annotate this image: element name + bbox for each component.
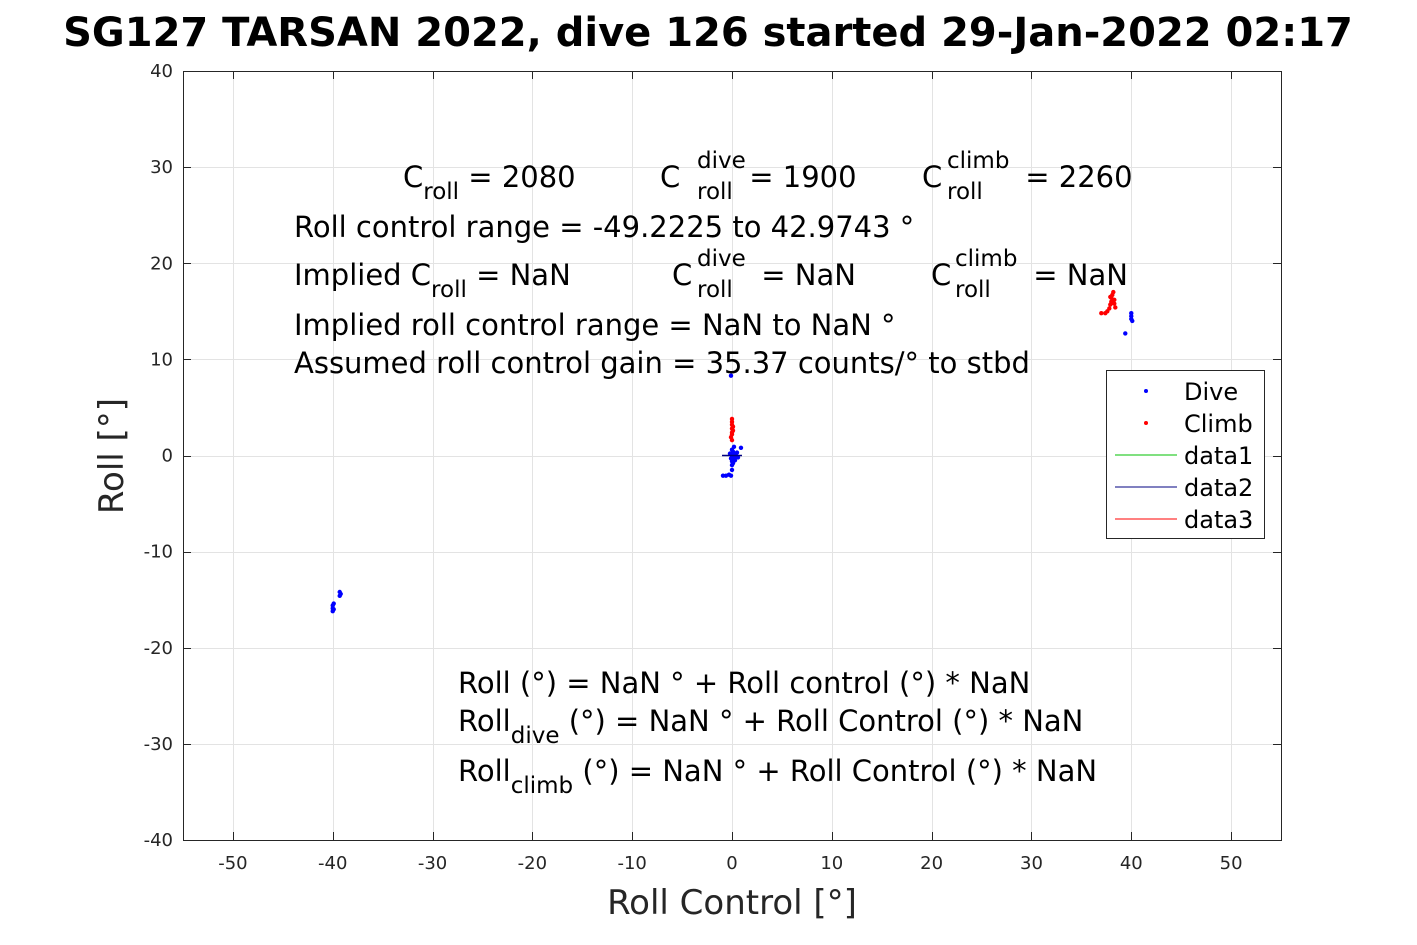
fit-equation-all: Roll (°) = NaN ° + Roll control (°) * Na… xyxy=(458,666,1030,700)
x-tick-label: 10 xyxy=(820,853,843,874)
legend-label-data1: data1 xyxy=(1184,442,1253,470)
data-point-dive xyxy=(1130,318,1135,324)
data-point-dive xyxy=(732,458,738,463)
data-point-dive xyxy=(331,607,336,612)
axes-box xyxy=(183,71,1282,841)
x-tick-label: -30 xyxy=(418,853,447,874)
coefficient-line: Croll = 2080 xyxy=(403,160,576,205)
c-roll-climb-value: 2260 xyxy=(1059,160,1133,194)
y-tick-label: 0 xyxy=(162,446,173,467)
y-tick-label: 40 xyxy=(150,61,173,82)
fit-equation-climb: Rollclimb (°) = NaN ° + Roll Control (°)… xyxy=(458,754,1097,799)
data-series xyxy=(330,289,1135,614)
data-point-climb xyxy=(1113,305,1118,310)
legend: Dive Climb data1 data2 data3 xyxy=(1106,370,1265,539)
x-tick-label: 40 xyxy=(1120,853,1143,874)
x-tick-label: 30 xyxy=(1020,853,1043,874)
c-roll-value: 2080 xyxy=(502,160,576,194)
data-point-dive xyxy=(728,373,734,378)
x-tick-label: -10 xyxy=(617,853,646,874)
x-tick-label: 20 xyxy=(920,853,943,874)
data-point-dive xyxy=(735,455,741,460)
x-tick-label: 50 xyxy=(1220,853,1243,874)
legend-marker-dive xyxy=(1144,389,1148,393)
data-point-climb xyxy=(729,437,735,443)
legend-label-dive: Dive xyxy=(1184,378,1238,406)
data-point-dive xyxy=(728,473,734,478)
chart-title: SG127 TARSAN 2022, dive 126 started 29-J… xyxy=(63,10,1353,56)
y-axis-label: Roll [°] xyxy=(92,398,132,514)
data-point-dive xyxy=(338,591,343,597)
x-tick-label: 0 xyxy=(726,853,737,874)
implied-coefficient: Implied Croll = NaN xyxy=(294,258,571,303)
y-tick-label: 10 xyxy=(150,349,173,370)
x-tick-label: -20 xyxy=(518,853,547,874)
roll-control-range: Roll control range = -49.2225 to 42.9743… xyxy=(294,210,914,244)
axis-ticks: -50 -40 -30 -20 -10 0 10 20 30 40 50 -40 -30 -20 -10 0 1… xyxy=(144,61,1281,874)
y-tick-label: 20 xyxy=(150,253,173,274)
implied-range: Implied roll control range = NaN to NaN … xyxy=(294,308,896,342)
data-point-dive xyxy=(331,601,336,606)
legend-label-data3: data3 xyxy=(1184,506,1253,534)
y-tick-label: -20 xyxy=(144,638,173,659)
y-tick-label: -40 xyxy=(144,830,173,851)
data-point-dive xyxy=(738,445,744,451)
y-tick-label: -30 xyxy=(144,734,173,755)
x-tick-label: -40 xyxy=(318,853,347,874)
y-tick-label: -10 xyxy=(144,542,173,563)
data-point-dive xyxy=(729,467,735,473)
data-point-climb xyxy=(1099,311,1104,316)
implied-c-roll-value: NaN xyxy=(510,258,571,292)
legend-label-data2: data2 xyxy=(1184,474,1253,502)
data-point-climb xyxy=(1111,289,1116,295)
data-point-dive xyxy=(1123,331,1128,336)
assumed-gain: Assumed roll control gain = 35.37 counts… xyxy=(294,346,1030,380)
legend-marker-climb xyxy=(1144,421,1148,425)
y-tick-label: 30 xyxy=(150,157,173,178)
fit-equation-dive: Rolldive (°) = NaN ° + Roll Control (°) … xyxy=(458,704,1083,749)
data-point-climb xyxy=(1107,306,1112,311)
data-point-climb xyxy=(1108,294,1113,300)
data-point-climb xyxy=(1112,301,1117,306)
implied-c-roll-dive-value: NaN xyxy=(795,258,856,292)
implied-c-roll-climb-value: NaN xyxy=(1067,258,1128,292)
x-tick-label: -50 xyxy=(218,853,247,874)
data-point-dive xyxy=(731,444,737,450)
c-roll-dive-value: 1900 xyxy=(783,160,857,194)
legend-label-climb: Climb xyxy=(1184,410,1253,438)
data-point-dive xyxy=(734,450,740,455)
x-axis-label: Roll Control [°] xyxy=(607,883,857,923)
